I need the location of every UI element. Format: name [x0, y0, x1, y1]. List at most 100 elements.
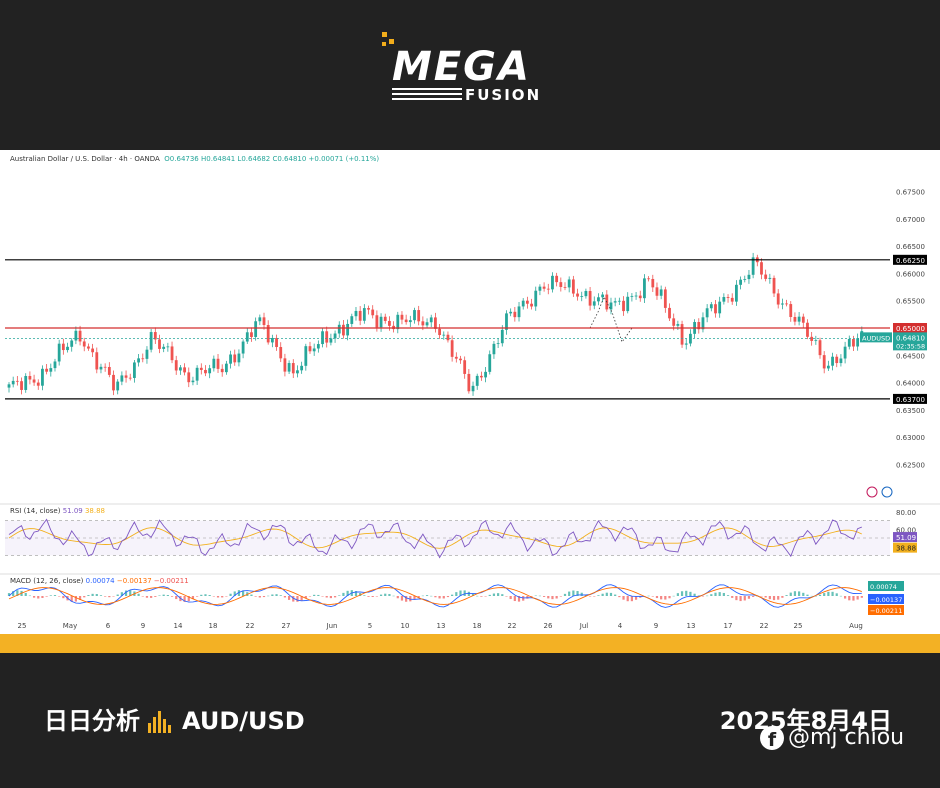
candle-body	[241, 341, 245, 354]
macd-histogram-bar	[609, 592, 613, 596]
candle-body	[316, 344, 320, 349]
candle-body	[304, 346, 308, 366]
time-tick-label: 22	[760, 622, 769, 630]
macd-histogram-bar	[53, 595, 57, 596]
macd-histogram-bar	[530, 596, 533, 597]
time-tick-label: 6	[106, 622, 111, 630]
macd-histogram-bar	[375, 596, 378, 597]
candle-body	[680, 324, 684, 345]
macd-histogram-bar	[572, 590, 575, 596]
candle-body	[413, 310, 416, 321]
macd-histogram-bar	[517, 596, 521, 602]
ohlc-readout: O0.64736 H0.64841 L0.64682 C0.64810 +0.0…	[164, 155, 380, 163]
macd-histogram-bar	[647, 595, 650, 597]
candle-body	[36, 382, 40, 386]
candle-body	[61, 343, 65, 351]
candle-body	[835, 356, 839, 364]
rsi-ma-line	[8, 527, 862, 549]
price-tick-label: 0.62500	[896, 461, 925, 469]
candle-body	[337, 324, 341, 334]
candle-body	[488, 354, 492, 372]
logo-mega: MEGA	[392, 44, 531, 90]
candle-body	[843, 346, 847, 359]
footer-credit[interactable]: f @mj chiou	[760, 725, 904, 751]
candle-body	[655, 287, 659, 296]
time-tick-label: 18	[473, 622, 482, 630]
candle-body	[266, 325, 270, 343]
candle-body	[49, 368, 53, 372]
macd-histogram-bar	[451, 594, 454, 596]
macd-histogram-bar	[731, 596, 734, 598]
candle-body	[95, 352, 99, 370]
candle-body	[592, 301, 596, 306]
macd-histogram-bar	[484, 596, 487, 597]
time-tick-label: 25	[18, 622, 27, 630]
header-banner: MEGA FUSION	[0, 0, 940, 150]
rsi-line	[8, 518, 862, 559]
pattern-annotation	[589, 296, 633, 343]
candle-body	[459, 358, 462, 361]
candle-body	[170, 346, 174, 361]
macd-histogram-bar	[739, 596, 742, 602]
candle-body	[329, 338, 333, 343]
candle-body	[99, 366, 103, 370]
candle-body	[233, 354, 237, 363]
candle-body	[158, 339, 161, 349]
price-tick-label: 0.65500	[896, 298, 925, 306]
macd-histogram-bar	[814, 595, 817, 597]
macd-histogram-bar	[660, 596, 663, 600]
candle-body	[208, 368, 212, 374]
time-tick-label: 14	[174, 622, 183, 630]
footer-title: 日日分析 AUD/USD	[44, 701, 305, 736]
candle-body	[760, 262, 763, 275]
price-tick-label: 0.64000	[896, 380, 925, 388]
macd-histogram-bar	[242, 590, 245, 596]
macd-histogram-bar	[367, 596, 370, 597]
candle-body	[383, 316, 387, 321]
macd-histogram-bar	[810, 595, 813, 597]
price-chart-svg[interactable]: 0.67500 0.67000 0.66500 0.66000 0.65500 0.650…	[0, 150, 940, 634]
candle-body	[438, 328, 441, 336]
macd-histogram-bar	[325, 596, 328, 598]
candle-body	[492, 343, 496, 355]
macd-histogram-bar	[104, 596, 107, 597]
candle-body	[718, 301, 722, 314]
macd-histogram-bar	[747, 596, 751, 599]
macd-histogram-bar	[254, 596, 257, 597]
candle-body	[375, 315, 379, 328]
symbol-tag-label: AUDUSD	[862, 334, 890, 342]
candle-body	[797, 316, 801, 322]
time-tick-label: 9	[141, 622, 145, 630]
candle-body	[739, 279, 742, 285]
macd-histogram-bar	[802, 592, 805, 596]
candle-body	[722, 297, 726, 302]
macd-histogram-bar	[287, 596, 291, 600]
macd-histogram-bar	[166, 595, 169, 596]
macd-histogram-bar	[145, 596, 149, 598]
candle-body	[663, 289, 667, 308]
macd-histogram-bar	[651, 596, 654, 597]
time-tick-label: Jul	[579, 622, 589, 630]
level-tag	[893, 393, 927, 404]
macd-histogram-bar	[183, 596, 186, 602]
candle-body	[245, 332, 249, 342]
candle-body	[726, 297, 730, 298]
chart-panel[interactable]: Australian Dollar / U.S. Dollar · 4h · O…	[0, 150, 940, 634]
macd-histogram-bar	[480, 596, 483, 597]
candle-body	[287, 363, 291, 372]
macd-histogram-bar	[752, 596, 755, 597]
macd-histogram-bar	[204, 594, 207, 596]
macd-value-tag	[868, 605, 904, 615]
candle-body	[601, 294, 605, 298]
candle-body	[103, 366, 107, 368]
candle-body	[112, 374, 115, 391]
candle-body	[408, 320, 412, 323]
macd-histogram-bar	[555, 596, 558, 599]
candle-body	[107, 366, 111, 375]
macd-histogram-bar	[120, 592, 123, 596]
price-tick-label: 0.67000	[896, 216, 925, 224]
candle-body	[421, 321, 425, 326]
candle-body	[513, 311, 517, 318]
candle-body	[496, 343, 500, 345]
macd-histogram-bar	[497, 593, 500, 596]
